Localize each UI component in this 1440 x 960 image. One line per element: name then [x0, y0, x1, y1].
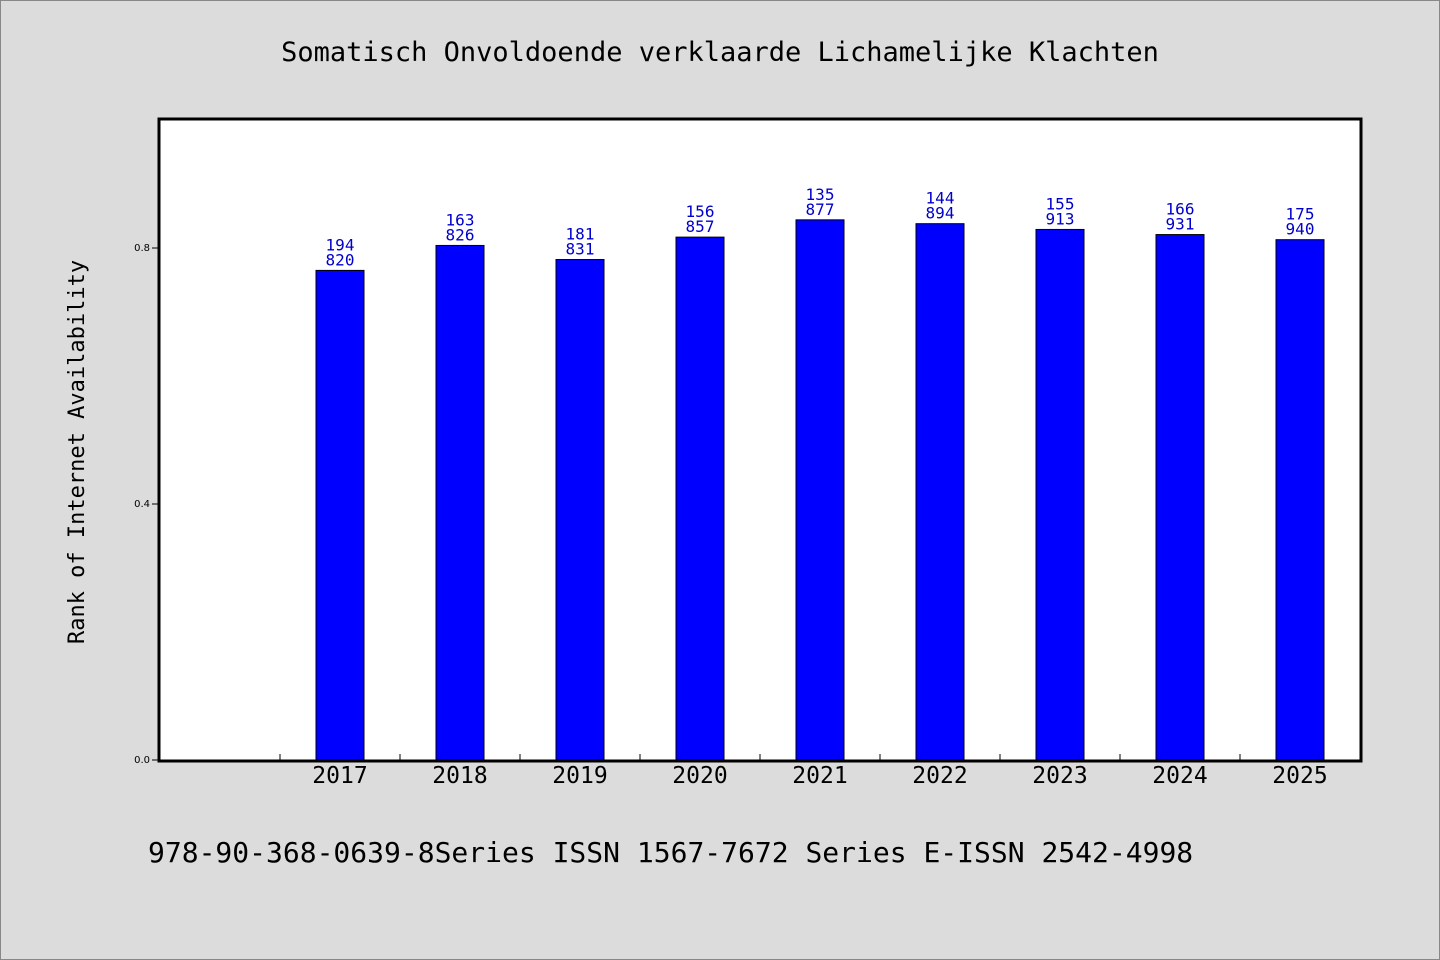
y-ticks-group: 0.0 0.4 0.8 — [134, 243, 160, 766]
bar-2020 — [675, 236, 725, 761]
y-axis-label: Rank of Internet Availability — [65, 260, 90, 644]
bar-label-bottom-2024: 931 — [1166, 215, 1195, 234]
x-tick-label-2017: 2017 — [312, 763, 367, 789]
bar-2023 — [1035, 228, 1085, 761]
bar-2024 — [1155, 234, 1205, 761]
chart-title: Somatisch Onvoldoende verklaarde Lichame… — [281, 37, 1159, 68]
bar-label-top-2018: 163 — [446, 210, 475, 229]
bar-label-top-2020: 156 — [686, 202, 715, 221]
bar-label-bottom-2019: 831 — [566, 240, 595, 259]
y-tick-label-0.8: 0.8 — [134, 243, 150, 254]
bar-2021 — [795, 219, 845, 761]
bar-2022 — [915, 223, 965, 761]
x-tick-label-2022: 2022 — [912, 763, 967, 789]
bars-group — [315, 219, 1325, 761]
bar-label-bottom-2017: 820 — [326, 250, 355, 269]
y-tick-label-0.4: 0.4 — [134, 499, 150, 510]
bar-label-top-2019: 181 — [566, 225, 595, 244]
bar-2017 — [315, 269, 365, 761]
bar-2025 — [1275, 239, 1325, 761]
bar-label-top-2021: 135 — [806, 185, 835, 204]
x-tick-label-2019: 2019 — [552, 763, 607, 789]
x-tick-label-2023: 2023 — [1032, 763, 1087, 789]
x-tick-label-2021: 2021 — [792, 763, 847, 789]
x-tick-label-2020: 2020 — [672, 763, 727, 789]
bar-2018 — [435, 244, 485, 761]
bar-label-top-2023: 155 — [1046, 194, 1075, 213]
bar-label-bottom-2023: 913 — [1046, 209, 1075, 228]
bar-label-top-2022: 144 — [926, 189, 955, 208]
plot-border — [157, 117, 1363, 763]
bar-label-top-2017: 194 — [326, 235, 355, 254]
x-tick-label-2024: 2024 — [1152, 763, 1207, 789]
x-ticks-group: 2017 2018 2019 2020 2021 2022 2023 2024 2025 — [279, 754, 1328, 789]
bar-label-bottom-2025: 940 — [1286, 220, 1315, 239]
y-tick-label-0.0: 0.0 — [134, 755, 150, 766]
footer-isbn-text: 978-90-368-0639-8Series ISSN 1567-7672 S… — [148, 836, 1193, 869]
bar-label-bottom-2021: 877 — [806, 200, 835, 219]
bar-label-top-2024: 166 — [1166, 200, 1195, 219]
x-tick-label-2018: 2018 — [432, 763, 487, 789]
bar-label-top-2025: 175 — [1286, 205, 1315, 224]
bar-label-bottom-2018: 826 — [446, 225, 475, 244]
bar-label-bottom-2022: 894 — [926, 204, 955, 223]
bar-label-bottom-2020: 857 — [686, 217, 715, 236]
bar-2019 — [555, 259, 605, 761]
x-tick-label-2025: 2025 — [1272, 763, 1327, 789]
